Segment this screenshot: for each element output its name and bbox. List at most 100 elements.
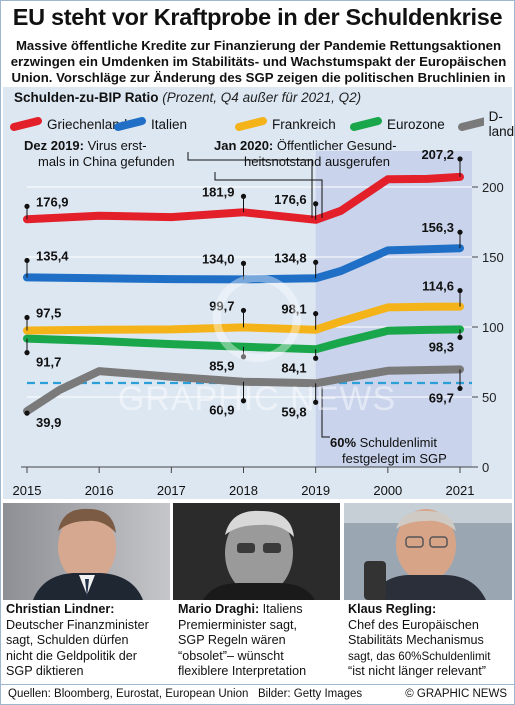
series-line-frankreich [23, 302, 464, 335]
annotation-jan-2020-leader [214, 172, 323, 218]
sgp-limit-label-leader [321, 387, 330, 438]
footer-sources: Quellen: Bloomberg, Eurostat, European U… [8, 688, 249, 700]
legend-swatch [10, 117, 42, 131]
caption-draghi-name: Mario Draghi: [178, 602, 260, 616]
legend-label: D-land [488, 109, 515, 139]
value-leader-dot [313, 259, 319, 265]
caption-regling-line: Chef des Europäischen [348, 617, 479, 632]
portrait-draghi-image [173, 503, 340, 600]
x-tick-label: 2015 [13, 483, 42, 498]
value-label: 59,8 [281, 404, 306, 419]
value-label: 99,7 [209, 298, 234, 313]
y-tick-label: 100 [482, 320, 504, 335]
caption-regling-name: Klaus Regling: [348, 602, 437, 616]
value-label: 84,1 [281, 360, 306, 375]
x-tick-label: 2021 [446, 483, 475, 498]
portrait-regling-image [344, 503, 512, 600]
legend-item: D-land [458, 109, 515, 139]
footer-image-credit: Bilder: Getty Images [258, 688, 363, 700]
caption-lindner-name: Christian Lindner: [6, 602, 115, 616]
caption-draghi-line: Premierminister sagt, [178, 617, 297, 632]
value-leader-dot [457, 385, 463, 392]
chart-heading: Schulden-zu-BIP Ratio (Prozent, Q4 außer… [14, 90, 361, 105]
footer: Quellen: Bloomberg, Eurostat, European U… [0, 684, 515, 705]
photo-lindner [3, 503, 170, 600]
series-line-italien [23, 244, 464, 284]
value-leader-dot [313, 355, 319, 361]
photo-draghi [173, 503, 340, 600]
caption-draghi-line: Italiens [262, 602, 303, 616]
watermark-text: GRAPHIC NEWS [118, 380, 396, 418]
value-label: 134,8 [274, 250, 307, 265]
legend-swatch [458, 117, 484, 131]
value-leader-dot [457, 156, 463, 162]
x-tick-label: 2017 [157, 483, 186, 498]
legend-label: Eurozone [387, 116, 445, 132]
sgp-limit-label-line2: festgelegt im SGP [342, 451, 447, 466]
value-leader-dot [240, 354, 247, 360]
value-label: 176,9 [36, 194, 69, 209]
value-leader-dot [240, 193, 247, 199]
y-tick-label: 50 [482, 390, 496, 405]
caption-draghi: Mario Draghi: Italiens Premierminister s… [178, 602, 348, 680]
value-label: 85,9 [209, 359, 234, 374]
series-line-griechenland [23, 172, 464, 224]
value-leader-dot [24, 203, 30, 209]
value-leader-dot [313, 399, 319, 405]
value-leader-dot [24, 350, 30, 356]
value-label: 134,0 [202, 251, 235, 266]
legend-label: Italien [151, 116, 188, 132]
legend-item: Italien [114, 113, 187, 135]
caption-lindner-line: Deutscher Finanzminister [6, 617, 149, 632]
watermark-logo [213, 274, 301, 362]
y-tick-label: 200 [482, 180, 504, 195]
y-tick-label: 0 [482, 460, 489, 475]
x-tick-label: 2016 [85, 483, 114, 498]
sgp-limit-label: 60% Schuldenlimit [330, 435, 437, 450]
chart-legend: Griechenland Italien Frankreich Eurozone D-l… [10, 109, 514, 139]
caption-regling-line: Stabilitäts Mechanismus [348, 633, 484, 648]
caption-lindner-line: nicht die Geldpolitik der [6, 648, 137, 663]
caption-lindner-line: sagt, Schulden dürfen [6, 633, 129, 648]
value-leader-dot [24, 314, 30, 321]
annotation-jan-2020-line2: heitsnotstand ausgerufen [244, 154, 390, 169]
value-label: 97,5 [36, 306, 61, 321]
annotation-dez-2019-leader [187, 152, 313, 218]
value-leader-dot [240, 398, 247, 404]
value-leader-dot [313, 311, 319, 317]
caption-draghi-line: SGP Regeln wären [178, 633, 286, 648]
chart-heading-label: Schulden-zu-BIP Ratio [14, 90, 159, 105]
caption-draghi-line: flexiblere Interpretation [178, 664, 307, 679]
photo-strip [3, 503, 512, 600]
value-leader-dot [457, 229, 463, 235]
value-leader-dot [240, 260, 247, 266]
legend-swatch [114, 117, 146, 131]
annotation-dez-2019-line2: mals in China gefunden [38, 154, 175, 169]
caption-lindner: Christian Lindner: Deutscher Finanzminis… [6, 602, 176, 680]
legend-swatch [350, 117, 382, 131]
caption-draghi-line: “obsolet”– wünscht [178, 648, 284, 663]
value-label: 181,9 [202, 184, 235, 199]
value-label: 135,4 [36, 248, 69, 263]
annotation-dez-2019: Dez 2019: Virus erst- [24, 138, 147, 153]
value-label: 39,9 [36, 415, 61, 430]
value-label: 98,3 [429, 339, 454, 354]
value-leader-dot [457, 334, 463, 340]
caption-regling: Klaus Regling: Chef des Europäischen Sta… [348, 602, 513, 680]
legend-item: Griechenland [10, 113, 127, 135]
x-tick-label: 2018 [229, 483, 258, 498]
value-label: 156,3 [421, 220, 454, 235]
legend-label: Griechenland [47, 116, 128, 132]
y-tick-label: 150 [482, 250, 504, 265]
value-label: 176,6 [274, 192, 307, 207]
value-label: 207,2 [421, 147, 454, 162]
annotation-jan-2020: Jan 2020: Öffentlicher Gesund- [214, 138, 397, 153]
chart-heading-note: (Prozent, Q4 außer für 2021, Q2) [162, 90, 362, 105]
value-label: 91,7 [36, 355, 61, 370]
value-leader-dot [240, 307, 247, 314]
x-tick-label: 2019 [301, 483, 330, 498]
legend-item: Frankreich [235, 113, 336, 135]
series-line-d-land [23, 365, 464, 416]
value-label: 98,1 [281, 302, 306, 317]
